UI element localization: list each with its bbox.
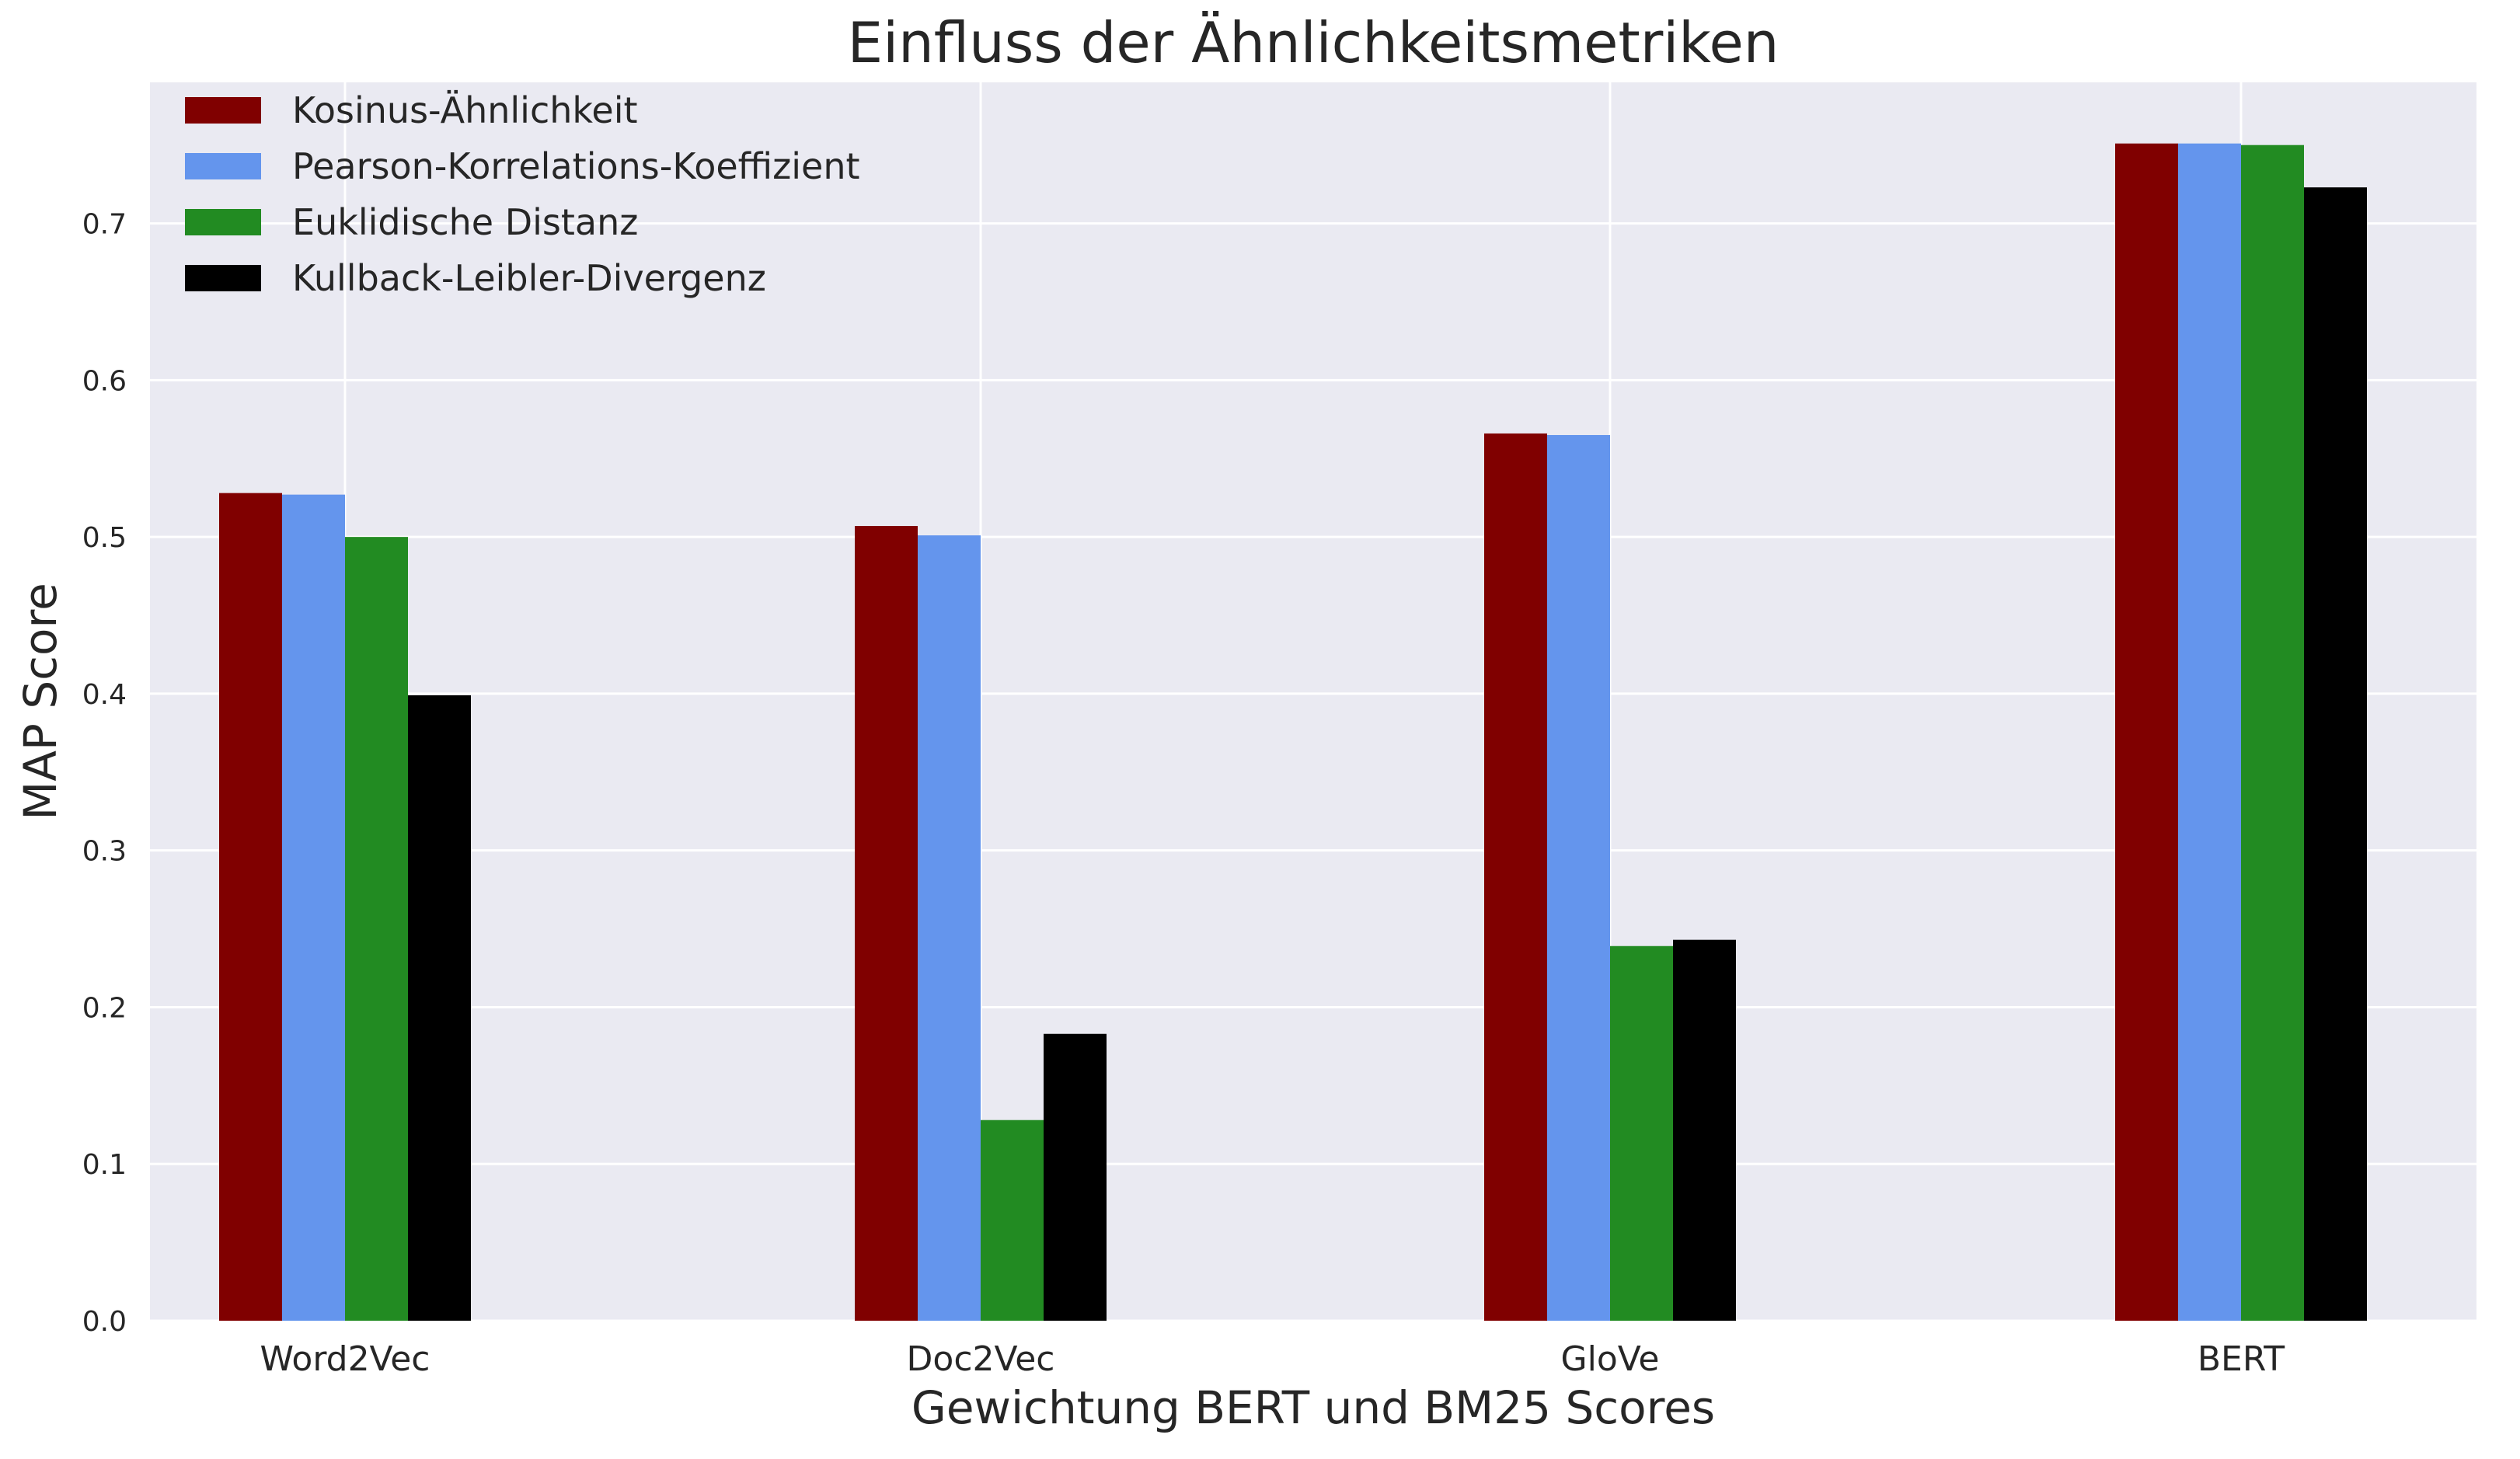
bar-glove-series-1 (1484, 433, 1547, 1321)
bar-glove-series-2 (1547, 434, 1610, 1321)
bar-bert-series-3 (2241, 145, 2304, 1321)
y-axis: 0.0 0.1 0.2 0.3 0.4 0.5 0.6 0.7 (82, 209, 127, 1338)
legend-label: Kullback-Leibler-Divergenz (292, 257, 766, 299)
y-tick-label: 0.6 (82, 365, 127, 397)
x-tick-label: BERT (2198, 1339, 2285, 1379)
legend-label: Kosinus-Ähnlichkeit (292, 89, 638, 131)
bar-word2vec-series-1 (219, 493, 282, 1321)
legend-label: Euklidische Distanz (292, 201, 638, 243)
legend-label: Pearson-Korrelations-Koeffizient (292, 145, 860, 187)
bars (219, 143, 2367, 1321)
x-axis: Word2Vec Doc2Vec GloVe BERT (260, 1339, 2285, 1379)
legend-swatch (185, 209, 261, 235)
bar-word2vec-series-4 (408, 695, 471, 1321)
x-tick-label: Doc2Vec (907, 1339, 1055, 1379)
bar-glove-series-3 (1610, 945, 1673, 1321)
bar-doc2vec-series-3 (981, 1119, 1044, 1321)
bar-bert-series-2 (2178, 143, 2241, 1321)
bar-doc2vec-series-2 (918, 535, 981, 1321)
y-tick-label: 0.3 (82, 836, 127, 868)
y-axis-title: MAP Score (14, 583, 67, 820)
bar-doc2vec-series-4 (1044, 1033, 1107, 1321)
legend: Kosinus-Ähnlichkeit Pearson-Korrelations-… (185, 89, 860, 299)
y-tick-label: 0.1 (82, 1149, 127, 1181)
chart-title: Einfluss der Ähnlichkeitsmetriken (848, 10, 1779, 75)
bar-glove-series-4 (1673, 939, 1736, 1321)
y-tick-label: 0.7 (82, 209, 127, 241)
y-tick-label: 0.5 (82, 522, 127, 554)
y-tick-label: 0.4 (82, 679, 127, 711)
legend-swatch (185, 97, 261, 124)
legend-swatch (185, 265, 261, 291)
legend-swatch (185, 153, 261, 179)
plot-area-background (150, 82, 2476, 1321)
bar-word2vec-series-2 (282, 494, 345, 1321)
bar-word2vec-series-3 (345, 537, 408, 1321)
x-tick-label: Word2Vec (260, 1339, 430, 1379)
y-tick-label: 0.2 (82, 992, 127, 1024)
bar-doc2vec-series-1 (855, 526, 918, 1321)
bar-bert-series-4 (2304, 187, 2367, 1321)
y-tick-label: 0.0 (82, 1306, 127, 1338)
bar-bert-series-1 (2115, 143, 2178, 1321)
x-axis-title: Gewichtung BERT und BM25 Scores (911, 1381, 1715, 1434)
x-tick-label: GloVe (1561, 1339, 1660, 1379)
